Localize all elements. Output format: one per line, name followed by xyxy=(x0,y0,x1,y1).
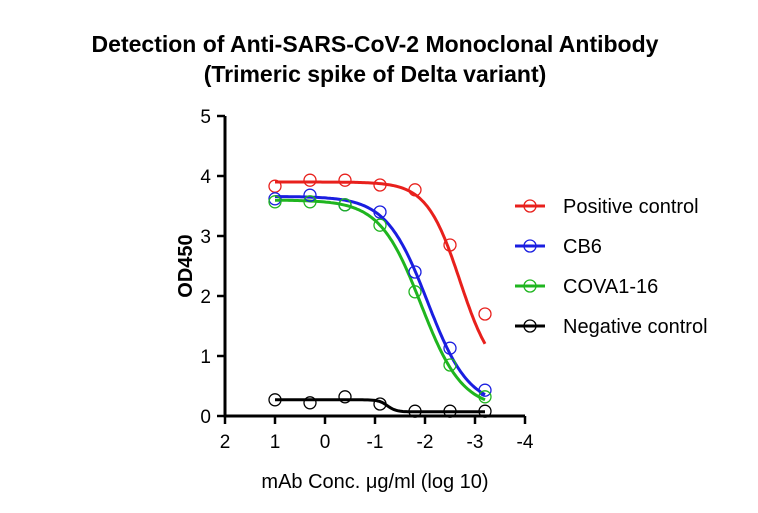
data-point-positive-control xyxy=(338,173,352,187)
x-tick-label: 0 xyxy=(320,432,331,453)
data-point-cb6 xyxy=(443,341,457,355)
data-point-positive-control xyxy=(373,178,387,192)
legend-marker-cova1-16 xyxy=(523,279,537,293)
x-tick-label: -3 xyxy=(467,432,484,453)
x-tick-label: -1 xyxy=(367,432,384,453)
y-tick-label: 0 xyxy=(200,407,211,428)
legend-marker-positive-control xyxy=(523,199,537,213)
data-point-cova1-16 xyxy=(408,285,422,299)
data-point-positive-control xyxy=(303,173,317,187)
data-point-cova1-16 xyxy=(338,198,352,212)
data-point-negative-control xyxy=(303,396,317,410)
y-tick-label: 2 xyxy=(200,287,211,308)
data-point-cb6 xyxy=(268,192,282,206)
legend-marker-negative-control xyxy=(523,319,537,333)
data-point-cova1-16 xyxy=(443,358,457,372)
data-point-negative-control xyxy=(268,393,282,407)
data-point-negative-control xyxy=(373,397,387,411)
chart-title: Detection of Anti-SARS-CoV-2 Monoclonal … xyxy=(92,31,659,57)
y-tick-label: 3 xyxy=(200,227,211,248)
data-point-positive-control xyxy=(478,307,492,321)
legend-label-cb6: CB6 xyxy=(563,236,602,258)
data-point-negative-control xyxy=(478,404,492,418)
data-point-cova1-16 xyxy=(268,195,282,209)
legend-marker-cb6 xyxy=(523,239,537,253)
fit-curve-positive-control xyxy=(275,180,487,345)
y-tick-label: 4 xyxy=(200,167,211,188)
data-point-positive-control xyxy=(443,238,457,252)
data-point-positive-control xyxy=(408,183,422,197)
y-tick-label: 1 xyxy=(200,347,211,368)
legend-label-cova1-16: COVA1-16 xyxy=(563,276,658,298)
legend-label-negative-control: Negative control xyxy=(563,316,708,338)
x-axis-label: mAb Conc. μg/ml (log 10) xyxy=(261,471,488,493)
data-point-negative-control xyxy=(408,404,422,418)
data-point-cova1-16 xyxy=(303,195,317,209)
data-point-negative-control xyxy=(338,390,352,404)
data-point-cb6 xyxy=(408,265,422,279)
legend-label-positive-control: Positive control xyxy=(563,196,699,218)
data-point-cb6 xyxy=(478,383,492,397)
data-point-cova1-16 xyxy=(373,218,387,232)
chart-subtitle: (Trimeric spike of Delta variant) xyxy=(204,61,547,87)
x-tick-label: -4 xyxy=(517,432,534,453)
data-point-cova1-16 xyxy=(478,390,492,404)
x-tick-label: -2 xyxy=(417,432,434,453)
data-point-negative-control xyxy=(443,404,457,418)
fit-curve-negative-control xyxy=(275,398,485,414)
data-point-cb6 xyxy=(373,205,387,219)
x-tick-label: 2 xyxy=(220,432,231,453)
data-point-cb6 xyxy=(303,188,317,202)
x-tick-label: 1 xyxy=(270,432,281,453)
y-tick-label: 5 xyxy=(200,107,211,128)
y-axis-label: OD450 xyxy=(175,234,197,297)
